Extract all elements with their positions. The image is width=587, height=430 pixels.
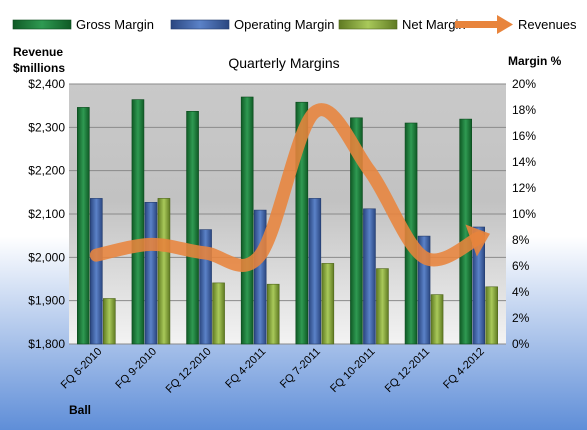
bars: [77, 96, 498, 345]
legend-swatch-arrow: [497, 15, 513, 34]
left-tick-label: $2,200: [28, 164, 65, 178]
bar-operating-margin: [308, 198, 322, 345]
bar-net-margin: [430, 294, 444, 345]
bar-net-margin: [212, 282, 225, 345]
right-axis-ticks: 0% 2% 4% 6% 8% 10% 12% 14% 16% 18% 20%: [512, 77, 536, 351]
bar-gross-margin: [131, 99, 145, 345]
bar-operating-margin: [144, 202, 158, 345]
revenue-line: [89, 103, 486, 272]
right-tick-label: 18%: [512, 103, 536, 117]
bar-gross-margin: [77, 107, 90, 345]
right-tick-label: 16%: [512, 129, 536, 143]
right-tick-label: 4%: [512, 285, 530, 299]
bar-operating-margin: [472, 226, 485, 345]
left-tick-label: $1,900: [28, 294, 65, 308]
legend-swatch: [170, 19, 230, 30]
revenue-line-layer: [89, 103, 490, 272]
chart-title: Quarterly Margins: [228, 55, 339, 71]
right-tick-label: 8%: [512, 233, 530, 247]
bar-net-margin: [103, 298, 116, 345]
right-tick-label: 12%: [512, 181, 536, 195]
legend-label: Revenues: [518, 17, 577, 32]
legend-label: Operating Margin: [234, 17, 334, 32]
right-tick-label: 20%: [512, 77, 536, 91]
legend-label: Gross Margin: [76, 17, 154, 32]
left-tick-label: $2,100: [28, 207, 65, 221]
legend-swatch: [338, 19, 398, 30]
bar-operating-margin: [363, 208, 376, 345]
bar-net-margin: [376, 268, 389, 345]
bar-net-margin: [321, 263, 335, 345]
right-tick-label: 14%: [512, 155, 536, 169]
left-axis-ticks: $1,800 $1,900 $2,000 $2,100 $2,200 $2,300 $2,4…: [28, 77, 65, 351]
right-tick-label: 6%: [512, 259, 530, 273]
left-axis-label-line1: Revenue: [13, 45, 63, 59]
legend: Gross Margin Operating Margin Net Margin Re…: [12, 15, 577, 34]
left-tick-label: $2,300: [28, 120, 65, 134]
left-tick-label: $2,000: [28, 250, 65, 264]
revenue-arrowhead: [465, 224, 490, 257]
right-tick-label: 0%: [512, 337, 530, 351]
bar-net-margin: [157, 198, 171, 345]
legend-label: Net Margin: [402, 17, 466, 32]
legend-swatch: [12, 19, 72, 30]
bar-net-margin: [485, 286, 498, 345]
bar-gross-margin: [350, 117, 363, 345]
right-axis-label: Margin %: [508, 54, 562, 68]
bar-gross-margin: [240, 96, 254, 345]
left-tick-label: $2,400: [28, 77, 65, 91]
bar-operating-margin: [90, 198, 103, 345]
left-axis-label-line2: $millions: [13, 61, 65, 75]
right-tick-label: 10%: [512, 207, 536, 221]
right-tick-label: 2%: [512, 311, 530, 325]
bar-net-margin: [266, 283, 280, 345]
left-tick-label: $1,800: [28, 337, 65, 351]
bar-operating-margin: [253, 209, 267, 345]
company-label: Ball: [69, 403, 91, 417]
bar-gross-margin: [186, 111, 199, 345]
